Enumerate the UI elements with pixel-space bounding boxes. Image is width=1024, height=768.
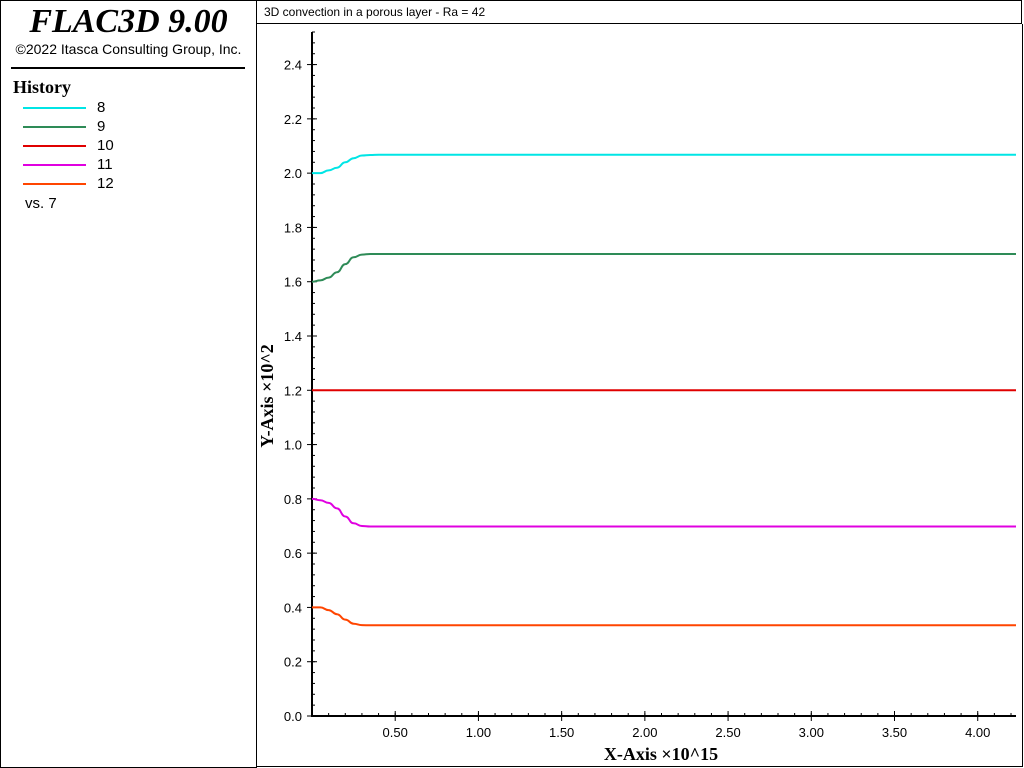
y-tick-label: 1.8 xyxy=(284,220,302,235)
y-tick-label: 1.6 xyxy=(284,275,302,290)
series-line-9 xyxy=(311,252,1016,283)
copyright-text: ©2022 Itasca Consulting Group, Inc. xyxy=(15,41,242,57)
vs-history-label: vs. 7 xyxy=(25,195,57,212)
legend-swatch-11 xyxy=(23,164,86,166)
y-tick-label: 0.8 xyxy=(284,492,302,507)
x-tick-label: 1.00 xyxy=(466,725,491,740)
legend-panel: FLAC3D 9.00 ©2022 Itasca Consulting Grou… xyxy=(0,0,257,768)
y-tick-label: 0.0 xyxy=(284,709,302,724)
history-chart: 0.0 0.2 0.4 0.6 0.8 1.0 1.2 1.4 1.6 1.8 2.0 2.2 2.4 0… xyxy=(257,31,1016,764)
legend-swatch-10 xyxy=(23,145,86,147)
legend-label-9: 9 xyxy=(97,118,106,135)
x-tick-label: 4.00 xyxy=(965,725,990,740)
y-tick-label: 2.0 xyxy=(284,166,302,181)
plot-title: 3D convection in a porous layer - Ra = 4… xyxy=(264,5,486,19)
x-tick-label: 3.00 xyxy=(799,725,824,740)
y-axis-label: Y-Axis ×10^2 xyxy=(257,344,277,448)
y-tick-label: 0.2 xyxy=(284,655,302,670)
y-tick-label: 2.2 xyxy=(284,112,302,127)
y-tick-label: 1.4 xyxy=(284,329,302,344)
axes: 0.0 0.2 0.4 0.6 0.8 1.0 1.2 1.4 1.6 1.8 2.0 2.2 2.4 0… xyxy=(284,31,1016,740)
y-tick-label: 1.0 xyxy=(284,438,302,453)
legend-label-11: 11 xyxy=(97,156,113,173)
plot-title-bar: 3D convection in a porous layer - Ra = 4… xyxy=(256,0,1022,24)
y-tick-label: 0.4 xyxy=(284,600,302,615)
legend-label-10: 10 xyxy=(97,137,114,154)
legend-swatch-9 xyxy=(23,126,86,128)
legend-swatch-12 xyxy=(23,183,86,185)
series-line-11 xyxy=(311,497,1016,528)
x-tick-label: 3.50 xyxy=(882,725,907,740)
x-axis-label: X-Axis ×10^15 xyxy=(604,744,718,764)
series-lines xyxy=(311,153,1016,627)
x-tick-label: 2.50 xyxy=(715,725,740,740)
title-divider xyxy=(11,67,245,69)
y-tick-label: 1.2 xyxy=(284,383,302,398)
y-tick-label: 0.6 xyxy=(284,546,302,561)
series-line-12 xyxy=(312,606,1016,627)
legend-swatch-8 xyxy=(23,107,86,109)
x-tick-label: 2.00 xyxy=(632,725,657,740)
plot-area: 0.0 0.2 0.4 0.6 0.8 1.0 1.2 1.4 1.6 1.8 2.0 2.2 2.4 0… xyxy=(256,24,1023,767)
app-title: FLAC3D 9.00 xyxy=(29,3,228,40)
series-line-8 xyxy=(311,153,1016,175)
legend-label-12: 12 xyxy=(97,175,114,192)
y-tick-label: 2.4 xyxy=(284,58,302,73)
x-tick-label: 1.50 xyxy=(549,725,574,740)
history-heading: History xyxy=(13,77,71,97)
x-tick-label: 0.50 xyxy=(383,725,408,740)
legend-label-8: 8 xyxy=(97,99,106,116)
